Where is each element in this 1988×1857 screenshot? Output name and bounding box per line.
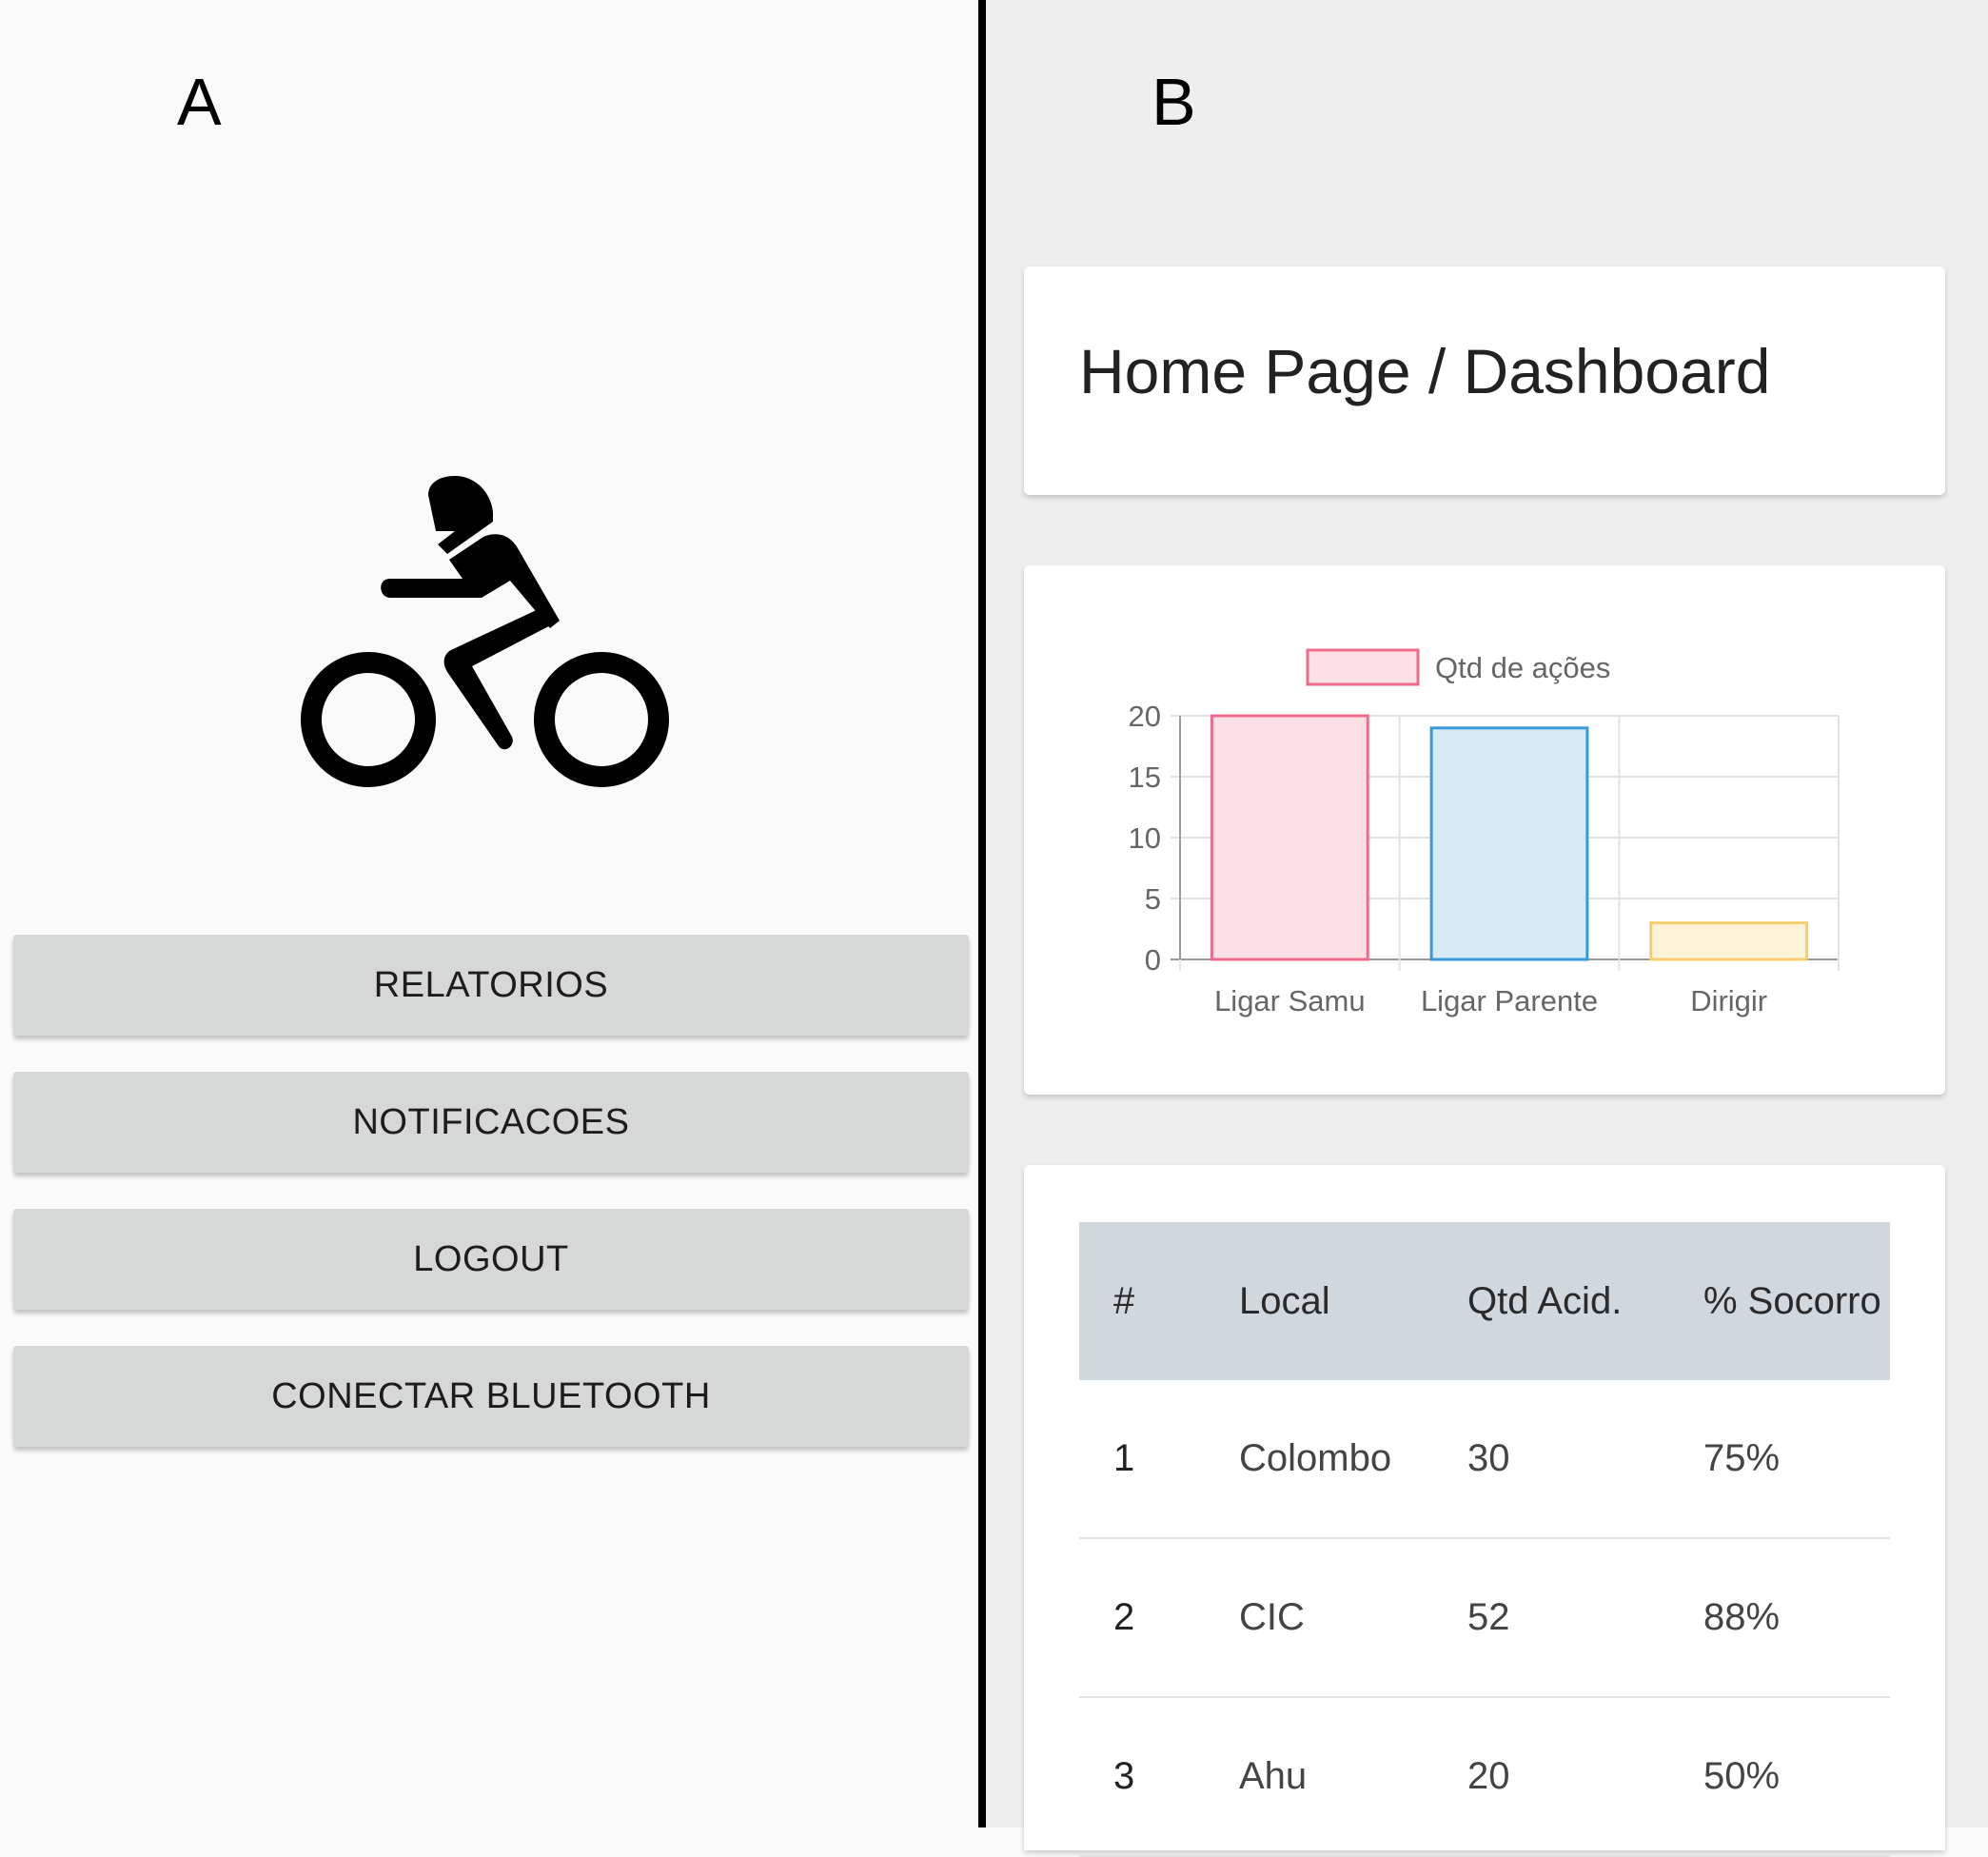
header-socorro: % Socorro — [1703, 1222, 1890, 1380]
panel-a: A RELATORIOS NOTIFICACOES LOGOUT CONECTA… — [0, 0, 978, 1827]
panel-label-a: A — [177, 65, 222, 139]
panel-divider — [978, 0, 986, 1827]
y-tick-label: 5 — [1145, 882, 1161, 916]
y-tick-label: 20 — [1129, 700, 1161, 733]
chart-card: 0 5 10 15 20 Ligar Samu Ligar Parente Dirigir Qt… — [1024, 565, 1945, 1095]
logout-button[interactable]: LOGOUT — [13, 1209, 969, 1310]
accidents-table: # Local Qtd Acid. % Socorro 1 Colombo 30… — [1079, 1222, 1890, 1857]
cell-socorro: 75% — [1703, 1380, 1890, 1539]
notificacoes-button[interactable]: NOTIFICACOES — [13, 1072, 969, 1173]
table-row: 3 Ahu 20 50% — [1079, 1697, 1890, 1857]
conectar-bluetooth-button[interactable]: CONECTAR BLUETOOTH — [13, 1346, 969, 1447]
y-tick-label: 15 — [1129, 761, 1161, 794]
cell-qtd-acid: 20 — [1467, 1697, 1703, 1857]
header-index: # — [1079, 1222, 1239, 1380]
bar — [1210, 714, 1369, 961]
cell-local: CIC — [1239, 1538, 1467, 1698]
table-card: # Local Qtd Acid. % Socorro 1 Colombo 30… — [1024, 1165, 1945, 1857]
cell-socorro: 50% — [1703, 1697, 1890, 1857]
title-card: Home Page / Dashboard — [1024, 267, 1945, 495]
bar — [1429, 726, 1589, 961]
bar-chart: 0 5 10 15 20 Ligar Samu Ligar Parente Dirigir Qt… — [1129, 648, 1840, 1017]
y-tick-label: 10 — [1129, 821, 1161, 855]
page-title: Home Page / Dashboard — [1079, 336, 1771, 406]
cell-socorro: 88% — [1703, 1538, 1890, 1698]
table-row: 2 CIC 52 88% — [1079, 1538, 1890, 1698]
cell-qtd-acid: 30 — [1467, 1380, 1703, 1539]
cell-local: Ahu — [1239, 1697, 1467, 1857]
x-tick-label: Ligar Samu — [1214, 984, 1366, 1017]
cell-qtd-acid: 52 — [1467, 1538, 1703, 1698]
relatorios-button[interactable]: RELATORIOS — [13, 935, 969, 1036]
cell-index: 3 — [1079, 1697, 1239, 1857]
table-row: 1 Colombo 30 75% — [1079, 1380, 1890, 1539]
cell-local: Colombo — [1239, 1380, 1467, 1539]
cell-index: 1 — [1079, 1380, 1239, 1539]
motorcycle-rider-icon — [301, 476, 669, 787]
cell-index: 2 — [1079, 1538, 1239, 1698]
table-header-row: # Local Qtd Acid. % Socorro — [1079, 1222, 1890, 1380]
header-qtd-acid: Qtd Acid. — [1467, 1222, 1703, 1380]
bar — [1649, 921, 1809, 961]
y-tick-label: 0 — [1145, 943, 1161, 977]
x-tick-label: Ligar Parente — [1421, 984, 1598, 1017]
panel-label-b: B — [1151, 65, 1196, 139]
legend-label: Qtd de ações — [1435, 651, 1610, 684]
x-tick-label: Dirigir — [1690, 984, 1767, 1017]
header-local: Local — [1239, 1222, 1467, 1380]
legend-swatch — [1306, 648, 1420, 686]
